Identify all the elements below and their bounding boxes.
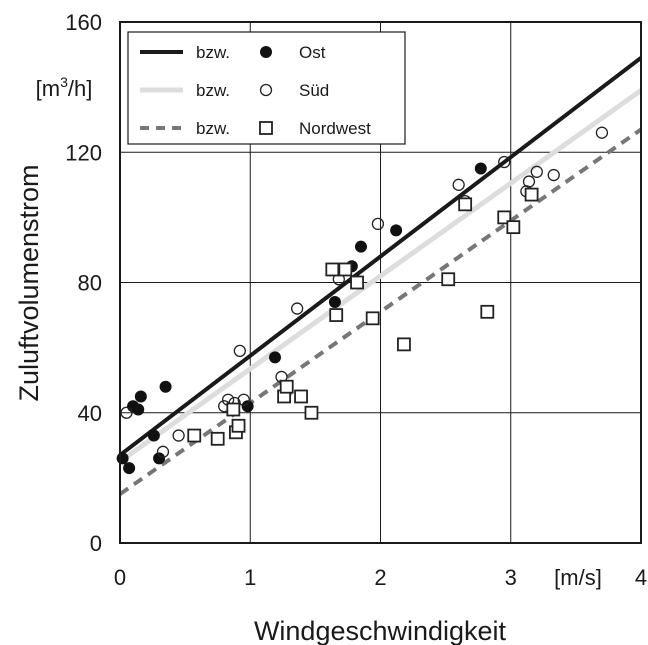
point-nordwest bbox=[524, 187, 539, 202]
point-süd bbox=[522, 175, 536, 188]
point-ost bbox=[116, 452, 129, 465]
point-nordwest bbox=[397, 337, 411, 352]
x-tick-label: 0 bbox=[114, 565, 126, 590]
point-ost bbox=[268, 351, 281, 364]
point-süd bbox=[547, 168, 560, 182]
legend-prefix-nordwest: bzw. bbox=[196, 119, 230, 138]
point-ost bbox=[132, 403, 145, 416]
y-tick-label: 40 bbox=[78, 401, 102, 426]
legend-prefix-süd: bzw. bbox=[196, 81, 230, 100]
legend: bzw. Ost bzw. Süd bzw. Nordwest bbox=[127, 31, 406, 145]
data-points bbox=[116, 126, 609, 475]
x-axis-title: Windgeschwindigkeit bbox=[254, 616, 507, 645]
point-ost bbox=[474, 162, 487, 175]
legend-label-nordwest: Nordwest bbox=[299, 119, 371, 138]
point-nordwest bbox=[365, 311, 380, 326]
point-nordwest bbox=[480, 304, 495, 319]
x-axis-unit: [m/s] bbox=[554, 565, 602, 590]
point-nordwest bbox=[294, 389, 308, 404]
point-süd bbox=[595, 126, 609, 139]
point-ost bbox=[123, 462, 136, 475]
x-tick-label: 3 bbox=[505, 565, 517, 590]
legend-prefix-ost: bzw. bbox=[196, 43, 230, 62]
point-nordwest bbox=[338, 262, 353, 277]
point-süd bbox=[530, 165, 543, 178]
x-tick-label: 4 bbox=[635, 565, 647, 590]
point-nordwest bbox=[304, 405, 319, 420]
point-nordwest bbox=[231, 418, 246, 433]
point-nordwest bbox=[325, 262, 340, 277]
y-unit-suffix: /h] bbox=[68, 76, 92, 101]
legend-marker-nordwest bbox=[259, 121, 273, 135]
point-ost bbox=[354, 240, 367, 253]
plot-frame bbox=[119, 21, 642, 544]
point-nordwest bbox=[329, 308, 344, 322]
point-nordwest bbox=[506, 220, 521, 235]
point-ost bbox=[328, 296, 341, 309]
point-süd bbox=[290, 302, 304, 315]
regression-lines bbox=[118, 56, 643, 496]
point-nordwest bbox=[226, 402, 241, 417]
point-süd bbox=[120, 406, 133, 419]
legend-marker-ost bbox=[260, 46, 272, 58]
point-ost bbox=[153, 452, 166, 465]
point-süd bbox=[498, 155, 511, 169]
y-tick-label: 0 bbox=[90, 531, 102, 556]
point-ost bbox=[134, 390, 147, 403]
point-süd bbox=[237, 393, 250, 406]
x-tick-label: 2 bbox=[374, 565, 386, 590]
legend-marker-süd bbox=[259, 83, 273, 97]
fit-line-nordwest bbox=[118, 127, 643, 496]
point-nordwest bbox=[350, 275, 364, 290]
legend-label-ost: Ost bbox=[299, 43, 326, 62]
point-süd bbox=[452, 178, 465, 191]
y-tick-label: 80 bbox=[78, 271, 102, 296]
point-nordwest bbox=[210, 431, 225, 446]
y-unit-exponent: 3 bbox=[60, 74, 68, 90]
point-nordwest bbox=[279, 379, 294, 394]
point-nordwest bbox=[441, 272, 456, 287]
x-tick-label: 1 bbox=[244, 565, 256, 590]
legend-label-süd: Süd bbox=[299, 81, 329, 100]
y-axis-unit: [m3/h] bbox=[36, 74, 93, 101]
point-nordwest bbox=[187, 428, 202, 443]
point-ost bbox=[390, 224, 403, 237]
y-tick-label: 160 bbox=[65, 10, 102, 35]
point-süd bbox=[172, 429, 185, 442]
point-ost bbox=[147, 429, 160, 442]
y-tick-label: 120 bbox=[65, 140, 102, 165]
point-ost bbox=[159, 380, 172, 393]
y-unit-prefix: [m bbox=[36, 76, 60, 101]
point-ost bbox=[241, 400, 254, 413]
y-axis-title: Zuluftvolumenstrom bbox=[14, 164, 44, 401]
point-nordwest bbox=[458, 197, 473, 212]
fit-line-süd bbox=[118, 88, 643, 464]
point-süd bbox=[371, 217, 385, 231]
point-süd bbox=[233, 344, 246, 358]
fit-line-ost bbox=[118, 56, 643, 457]
point-süd bbox=[156, 445, 170, 458]
